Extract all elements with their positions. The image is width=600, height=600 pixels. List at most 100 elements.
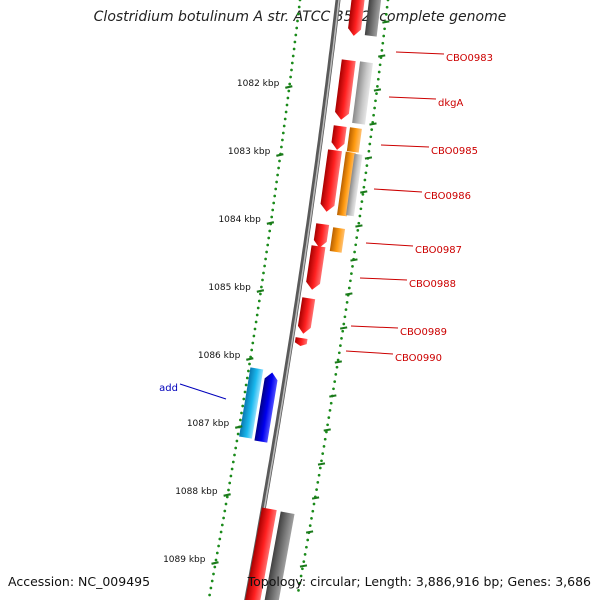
gc-dot-outer — [299, 574, 303, 578]
gene-red[interactable] — [331, 125, 347, 151]
gc-dot-inner — [291, 54, 295, 58]
gene-label-cbo0987[interactable]: CBO0987 — [415, 245, 462, 256]
gc-dot-outer — [306, 538, 310, 542]
gene-red[interactable] — [297, 297, 316, 335]
gc-dot-inner — [235, 439, 239, 443]
gene-cyan[interactable] — [239, 367, 264, 439]
gc-dot-outer — [312, 502, 316, 506]
gc-dot-inner — [296, 19, 299, 23]
gc-dot-inner — [212, 572, 215, 576]
gc-dot-inner — [294, 33, 298, 37]
gc-dot-outer — [347, 286, 351, 290]
gene-label-dkga[interactable]: dkgA — [438, 98, 463, 109]
gc-dot-outer — [360, 200, 364, 203]
gc-dot-outer — [381, 41, 385, 45]
gc-dot-outer — [344, 308, 348, 311]
gc-dot-inner — [210, 579, 214, 583]
gc-dot-outer — [383, 27, 386, 31]
leader-line-cbo0986 — [373, 188, 423, 193]
minor-tick-mark — [355, 224, 363, 228]
gene-label-cbo0989[interactable]: CBO0989 — [400, 327, 447, 338]
kbp-tick-mark — [234, 425, 243, 429]
gene-orange[interactable] — [337, 151, 356, 217]
gc-dot-inner — [277, 166, 280, 170]
gc-dot-outer — [374, 99, 377, 103]
gc-dot-inner — [290, 68, 293, 72]
gene-orange[interactable] — [346, 127, 362, 153]
gc-dot-inner — [272, 201, 276, 205]
gc-dot-inner — [213, 565, 217, 569]
kbp-tick-label: 1082 kbp — [237, 79, 280, 89]
kbp-ticks: 1082 kbp 1083 kbp 1084 kbp 1085 kbp 1086 kbp… — [163, 20, 390, 568]
gc-dot-outer — [364, 171, 368, 175]
gene-label-cbo0985[interactable]: CBO0985 — [431, 146, 478, 157]
gene-darkgray[interactable] — [263, 511, 295, 600]
gc-dot-outer — [301, 567, 304, 571]
gc-dot-inner — [218, 537, 222, 541]
gc-dot-inner — [225, 495, 229, 499]
gene-label-cbo0988[interactable]: CBO0988 — [409, 279, 456, 290]
gc-dot-outer — [328, 409, 332, 412]
gc-dot-outer — [349, 279, 352, 283]
gc-dot-inner — [281, 131, 285, 135]
gene-label-add[interactable]: add — [159, 383, 178, 394]
gene-red[interactable] — [294, 337, 308, 347]
gene-darkgray[interactable] — [364, 0, 382, 37]
gc-dot-inner — [209, 586, 213, 590]
minor-tick-mark — [305, 530, 314, 534]
gc-dot-inner — [251, 341, 255, 345]
gene-label-cbo0986[interactable]: CBO0986 — [424, 191, 471, 202]
gc-dot-inner — [208, 593, 211, 597]
gene-red[interactable] — [305, 245, 326, 291]
gc-dot-outer — [351, 265, 354, 268]
gc-dot-inner — [293, 40, 297, 44]
gene-red[interactable] — [320, 149, 342, 212]
gc-dot-inner — [287, 89, 291, 93]
gc-dot-outer — [375, 92, 378, 95]
minor-tick-mark — [382, 20, 390, 24]
gene-gray[interactable] — [352, 61, 373, 125]
gene-blue[interactable] — [254, 371, 278, 443]
gc-dot-outer — [311, 509, 315, 513]
leader-line-cbo0988 — [359, 277, 408, 281]
leader-line-dkga — [388, 96, 437, 100]
gene-orange[interactable] — [329, 227, 346, 253]
kbp-tick-label: 1086 kbp — [198, 351, 241, 361]
gene-label-cbo0983[interactable]: CBO0983 — [446, 53, 493, 64]
gc-dot-outer — [318, 466, 322, 470]
gene-label-cbo0990[interactable]: CBO0990 — [395, 353, 442, 364]
gc-dot-outer — [343, 315, 347, 319]
kbp-tick-mark — [256, 289, 265, 293]
gc-dot-outer — [362, 185, 366, 189]
leader-line-cbo0990 — [345, 350, 394, 355]
gc-dot-inner — [241, 404, 245, 408]
gc-dot-outer — [350, 272, 353, 275]
gc-dot-outer — [358, 214, 362, 218]
minor-tick-mark — [350, 258, 358, 262]
gene-gray[interactable] — [345, 153, 363, 217]
gc-dot-outer — [322, 445, 326, 448]
minor-tick-mark — [299, 564, 308, 568]
gc-dot-outer — [378, 63, 382, 67]
gc-dot-inner — [278, 159, 281, 163]
gc-dot-outer — [357, 221, 361, 225]
gene-red[interactable] — [313, 223, 330, 249]
gc-dot-outer — [308, 524, 312, 527]
gene-red[interactable] — [347, 0, 366, 37]
sequence-backbone — [244, 0, 341, 600]
gc-dot-outer — [382, 34, 386, 38]
gc-dot-outer — [316, 481, 320, 484]
gc-dot-inner — [259, 292, 262, 296]
gc-dot-outer — [323, 437, 327, 441]
gene-red[interactable] — [334, 59, 356, 120]
gene-red[interactable] — [243, 507, 277, 600]
gc-dot-outer — [377, 70, 381, 74]
kbp-tick-label: 1088 kbp — [175, 487, 218, 497]
gene-features — [239, 0, 382, 600]
gc-dot-inner — [267, 236, 271, 240]
minor-tick-mark — [323, 428, 331, 432]
gc-dot-inner — [239, 418, 242, 422]
gc-dot-outer — [359, 207, 363, 211]
gc-dot-inner — [222, 516, 225, 520]
